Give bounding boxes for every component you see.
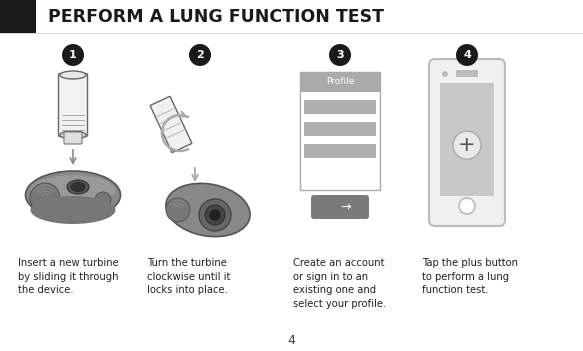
Polygon shape bbox=[150, 96, 192, 153]
FancyBboxPatch shape bbox=[304, 144, 376, 158]
Circle shape bbox=[199, 199, 231, 231]
Ellipse shape bbox=[30, 175, 115, 205]
Ellipse shape bbox=[60, 131, 86, 139]
FancyBboxPatch shape bbox=[58, 73, 87, 137]
Circle shape bbox=[95, 192, 111, 208]
Text: +: + bbox=[458, 135, 476, 155]
Ellipse shape bbox=[30, 196, 115, 224]
Text: 4: 4 bbox=[287, 333, 295, 346]
Circle shape bbox=[166, 198, 190, 222]
Text: 2: 2 bbox=[196, 50, 204, 60]
Ellipse shape bbox=[166, 183, 250, 237]
Text: Insert a new turbine
by sliding it through
the device.: Insert a new turbine by sliding it throu… bbox=[18, 258, 119, 295]
Text: 1: 1 bbox=[69, 50, 77, 60]
Circle shape bbox=[189, 44, 211, 66]
Text: Profile: Profile bbox=[326, 78, 354, 86]
Circle shape bbox=[459, 198, 475, 214]
FancyBboxPatch shape bbox=[300, 72, 380, 92]
Ellipse shape bbox=[71, 183, 85, 192]
Circle shape bbox=[62, 44, 84, 66]
Ellipse shape bbox=[60, 71, 86, 79]
Circle shape bbox=[210, 210, 220, 220]
FancyBboxPatch shape bbox=[300, 72, 380, 190]
FancyBboxPatch shape bbox=[0, 0, 36, 33]
FancyBboxPatch shape bbox=[304, 100, 376, 114]
Text: 4: 4 bbox=[463, 50, 471, 60]
Ellipse shape bbox=[26, 171, 121, 219]
FancyBboxPatch shape bbox=[311, 195, 369, 219]
FancyBboxPatch shape bbox=[429, 59, 505, 226]
Text: →: → bbox=[340, 200, 351, 213]
FancyBboxPatch shape bbox=[304, 122, 376, 136]
Text: EN: EN bbox=[9, 12, 26, 21]
Text: 3: 3 bbox=[336, 50, 344, 60]
Circle shape bbox=[30, 183, 60, 213]
FancyBboxPatch shape bbox=[456, 70, 478, 77]
Circle shape bbox=[453, 131, 481, 159]
Text: Tap the plus button
to perform a lung
function test.: Tap the plus button to perform a lung fu… bbox=[422, 258, 518, 295]
FancyBboxPatch shape bbox=[64, 132, 82, 144]
Circle shape bbox=[442, 71, 448, 77]
Circle shape bbox=[456, 44, 478, 66]
Text: PERFORM A LUNG FUNCTION TEST: PERFORM A LUNG FUNCTION TEST bbox=[48, 8, 384, 26]
Circle shape bbox=[205, 205, 225, 225]
Ellipse shape bbox=[67, 180, 89, 194]
Text: Turn the turbine
clockwise until it
locks into place.: Turn the turbine clockwise until it lock… bbox=[147, 258, 230, 295]
Circle shape bbox=[329, 44, 351, 66]
FancyBboxPatch shape bbox=[440, 83, 494, 196]
Text: Create an account
or sign in to an
existing one and
select your profile.: Create an account or sign in to an exist… bbox=[293, 258, 387, 309]
